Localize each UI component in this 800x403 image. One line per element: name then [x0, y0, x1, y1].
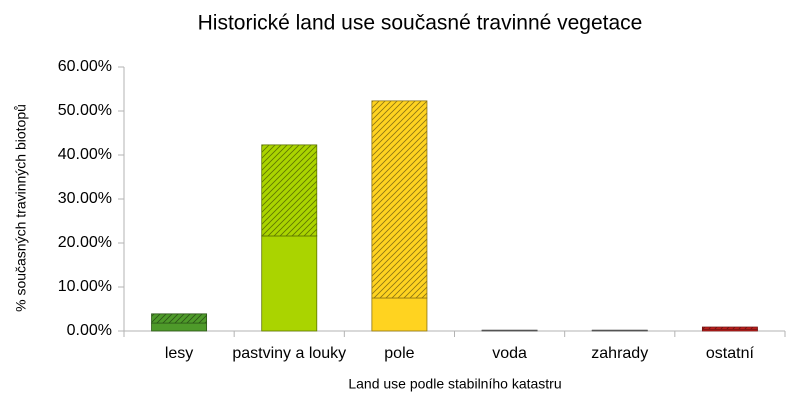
- bar-segment: [261, 235, 318, 332]
- x-tick-label: pole: [384, 345, 414, 362]
- bar-segment: [371, 100, 428, 299]
- y-tick-label: 10.00%: [58, 278, 112, 295]
- y-tick-label: 50.00%: [58, 102, 112, 119]
- y-tick-label: 40.00%: [58, 146, 112, 163]
- y-axis-title: % současných travinných biotopů: [13, 104, 29, 312]
- y-tick-label: 20.00%: [58, 234, 112, 251]
- bar-segment: [151, 322, 208, 332]
- y-tick-label: 60.00%: [58, 58, 112, 75]
- bar-segment: [701, 326, 758, 330]
- x-tick-label: zahrady: [591, 345, 648, 362]
- y-tick-label: 0.00%: [67, 322, 112, 339]
- x-tick-label: pastviny a louky: [232, 345, 346, 362]
- chart-title: Historické land use současné travinné ve…: [198, 12, 643, 35]
- x-tick-label: ostatní: [706, 345, 755, 362]
- x-tick-label: voda: [492, 345, 527, 362]
- y-tick-label: 30.00%: [58, 190, 112, 207]
- x-tick-label: lesy: [165, 345, 193, 362]
- bar-segment: [261, 144, 318, 237]
- bar-segment: [151, 313, 208, 324]
- bar-segment: [371, 297, 428, 332]
- x-axis-title: Land use podle stabilního katastru: [348, 376, 561, 392]
